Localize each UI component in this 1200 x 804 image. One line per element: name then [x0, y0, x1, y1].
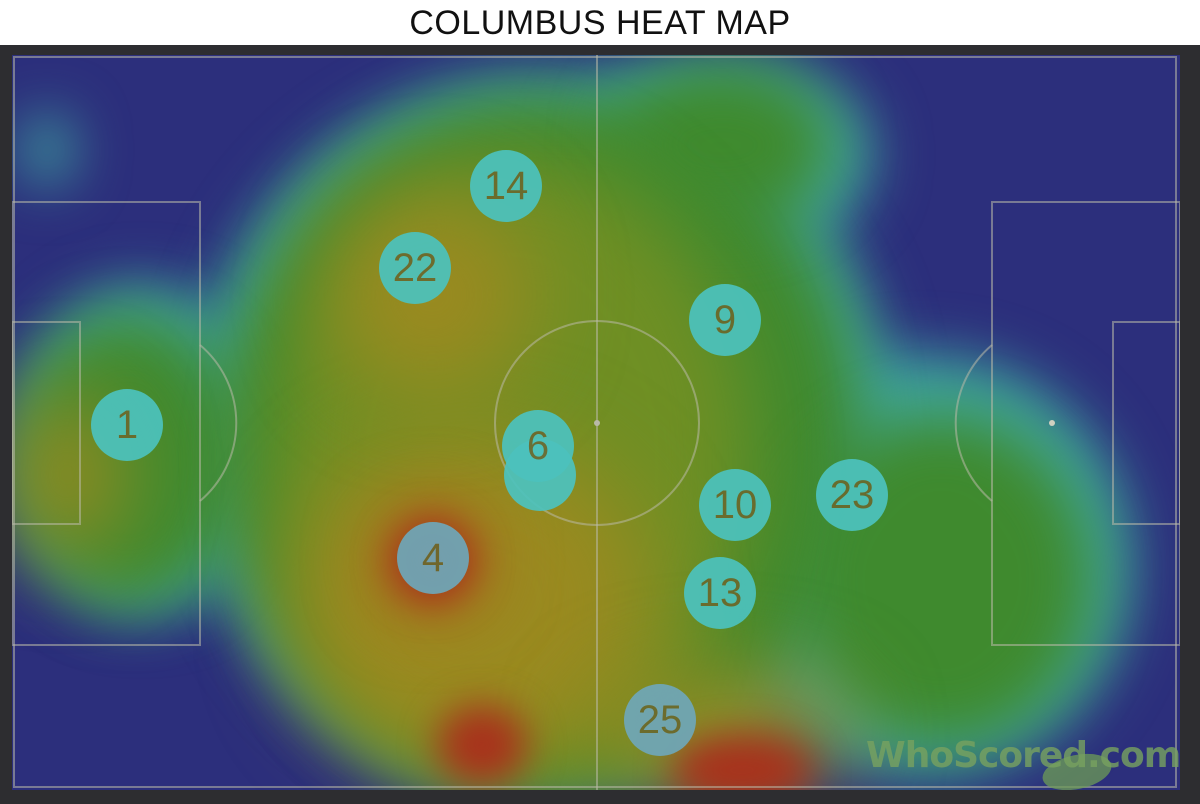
player-marker: 14: [470, 150, 542, 222]
left-penalty-arc: [199, 344, 238, 502]
player-marker: 9: [689, 284, 761, 356]
left-goal-box: [12, 321, 81, 525]
centre-circle: [494, 320, 700, 526]
heat-zone: [612, 65, 832, 225]
pitch-lines: [12, 55, 1180, 790]
player-marker: 4: [397, 522, 469, 594]
heat-map-pitch: WhoScored.com 1 14 22 9 6 10 23 4 13 25: [12, 55, 1180, 790]
player-marker: 13: [684, 557, 756, 629]
right-goal-box: [1112, 321, 1180, 525]
right-penalty-box: [991, 201, 1180, 646]
chart-title: COLUMBUS HEAT MAP: [409, 4, 791, 42]
pitch-outline: [13, 56, 1177, 788]
heat-zone: [437, 705, 527, 785]
right-penalty-arc: [954, 344, 993, 502]
player-marker: 25: [624, 684, 696, 756]
watermark: WhoScored.com: [866, 735, 1180, 776]
heat-zone: [672, 735, 812, 790]
player-marker: 6: [502, 410, 574, 482]
left-penalty-box: [12, 201, 201, 646]
player-marker: 1: [91, 389, 163, 461]
player-marker: 23: [816, 459, 888, 531]
player-marker: 10: [699, 469, 771, 541]
centre-spot: [594, 420, 600, 426]
heat-zone: [22, 115, 72, 185]
player-marker: 22: [379, 232, 451, 304]
penalty-spot: [1049, 420, 1055, 426]
